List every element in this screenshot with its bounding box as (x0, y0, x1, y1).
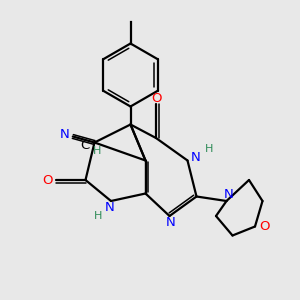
Text: N: N (224, 188, 234, 201)
Text: C: C (80, 139, 89, 152)
Text: O: O (42, 173, 52, 187)
Text: H: H (93, 146, 102, 156)
Text: O: O (260, 220, 270, 233)
Text: N: N (59, 128, 69, 141)
Text: N: N (105, 201, 114, 214)
Text: N: N (191, 151, 201, 164)
Text: N: N (166, 216, 176, 229)
Text: O: O (151, 92, 161, 105)
Text: H: H (94, 211, 103, 221)
Text: H: H (205, 144, 213, 154)
